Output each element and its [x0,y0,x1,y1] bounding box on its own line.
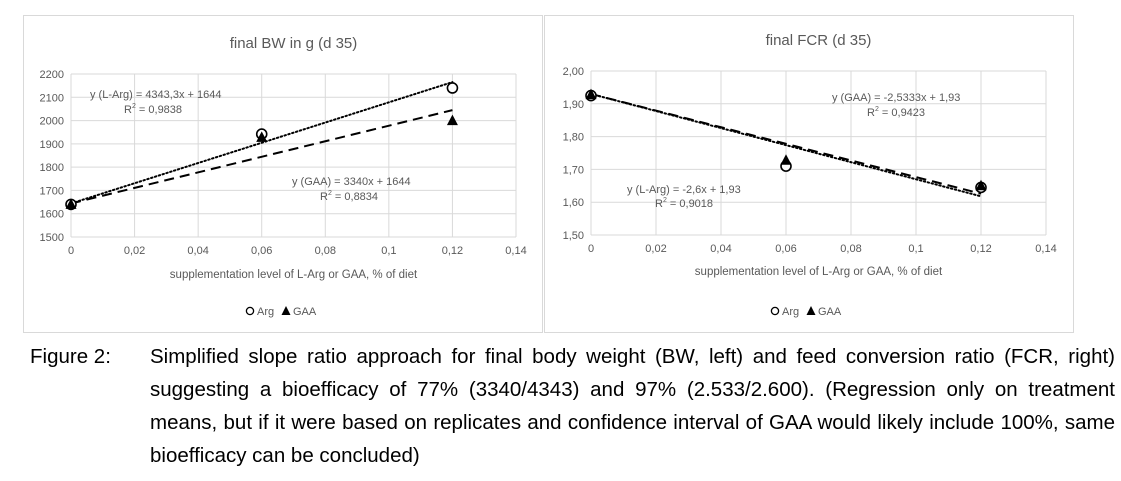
x-tick-label: 0,02 [124,245,145,257]
data-point-gaa [585,88,597,100]
data-point-gaa [780,154,792,165]
y-tick-label: 2100 [40,92,64,104]
x-tick-label: 0,14 [505,245,526,257]
trendline-equation: y (GAA) = -2,5333x + 1,93 [832,92,960,104]
x-axis-label: supplementation level of L-Arg or GAA, %… [170,269,418,281]
data-point-gaa [446,114,458,126]
data-point-gaa [975,179,987,191]
legend-marker-arg [770,306,780,316]
r-squared-label: R2 = 0,9838 [124,103,182,116]
x-tick-label: 0,1 [381,245,396,257]
y-tick-label: 2000 [40,116,64,128]
x-tick-label: 0,04 [187,245,208,257]
y-tick-label: 1800 [40,162,64,174]
chart-title: final FCR (d 35) [766,32,872,49]
legend-marker-arg [245,306,255,316]
y-tick-label: 1700 [40,185,64,197]
y-tick-label: 1,70 [563,164,584,176]
legend-label-arg: Arg [257,306,274,318]
caption-label: Figure 2: [30,345,111,368]
chart-bw: final BW in g (d 35) 1500 1600 1700 1800 1900… [40,35,527,318]
x-tick-label: 0,04 [710,243,731,255]
y-tick-label: 2200 [40,69,64,81]
caption-text: Simplified slope ratio approach for fina… [150,345,1115,467]
y-tick-label: 1,60 [563,197,584,209]
y-tick-label: 1900 [40,139,64,151]
y-tick-label: 1,50 [563,230,584,242]
y-tick-label: 1500 [40,232,64,244]
r-squared-label: R2 = 0,9018 [655,197,713,210]
trendline-arg [70,81,454,205]
data-point-arg [446,82,459,94]
legend-label-gaa: GAA [293,306,317,318]
chart-title: final BW in g (d 35) [230,35,358,52]
x-tick-label: 0 [588,243,594,255]
x-tick-label: 0,06 [775,243,796,255]
chart-fcr: final FCR (d 35) 1,50 1,60 1,70 1,80 1,90 2,00… [563,32,1057,318]
trendline-equation: y (L-Arg) = -2,6x + 1,93 [627,184,741,196]
trendline-equation: y (GAA) = 3340x + 1644 [292,176,411,188]
x-tick-label: 0,02 [645,243,666,255]
trendline-gaa [590,92,982,195]
y-tick-label: 1,80 [563,132,584,144]
trendline-equation: y (L-Arg) = 4343,3x + 1644 [90,89,221,101]
x-tick-label: 0,12 [970,243,991,255]
legend-label-gaa: GAA [818,306,842,318]
data-point-gaa [65,198,77,209]
y-tick-label: 1,90 [563,99,584,111]
x-tick-label: 0,08 [315,245,336,257]
x-tick-label: 0,12 [442,245,463,257]
x-axis-label: supplementation level of L-Arg or GAA, %… [695,266,943,278]
x-tick-label: 0 [68,245,74,257]
chart-panel-bw: final BW in g (d 35) 1500 1600 1700 1800 1900… [23,15,543,333]
x-tick-label: 0,08 [840,243,861,255]
data-point-gaa [256,131,268,142]
x-tick-label: 0,1 [908,243,923,255]
legend-marker-gaa [806,306,816,315]
legend-marker-gaa [281,306,291,315]
legend-label-arg: Arg [782,306,799,318]
y-tick-label: 1600 [40,209,64,221]
x-tick-label: 0,06 [251,245,272,257]
r-squared-label: R2 = 0,8834 [320,190,378,203]
x-tick-label: 0,14 [1035,243,1056,255]
y-tick-label: 2,00 [563,66,584,78]
trendline-gaa [70,109,453,205]
chart-panel-fcr: final FCR (d 35) 1,50 1,60 1,70 1,80 1,90 2,00… [544,15,1074,333]
r-squared-label: R2 = 0,9423 [867,106,925,119]
